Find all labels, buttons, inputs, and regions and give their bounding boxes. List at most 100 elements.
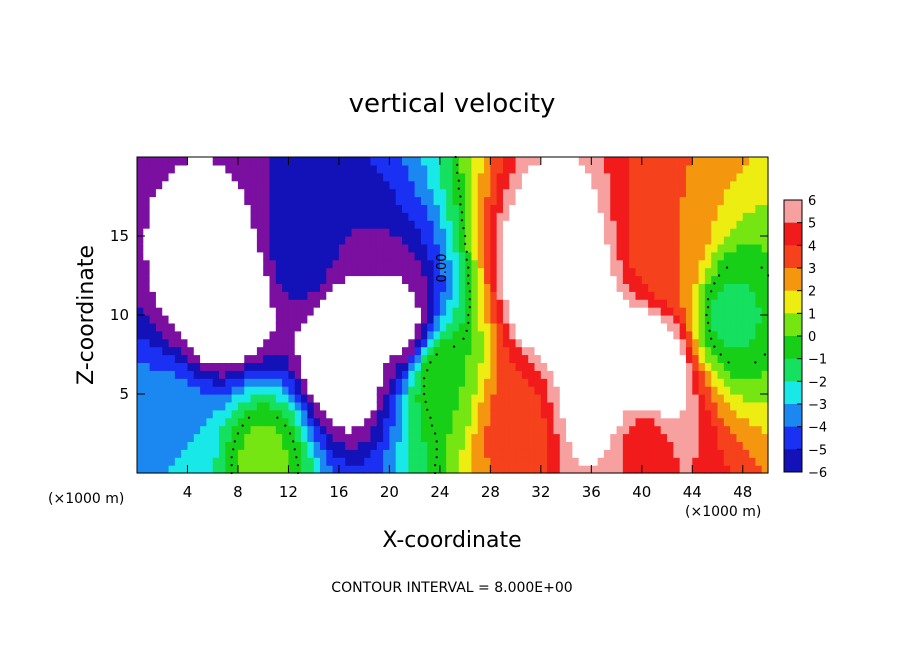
- heat-cell: [673, 457, 681, 466]
- heat-cell: [383, 164, 390, 174]
- heat-cell: [351, 338, 359, 348]
- heat-cell: [376, 425, 384, 435]
- heat-cell: [490, 307, 498, 316]
- heat-cell: [244, 378, 252, 387]
- heat-cell: [288, 243, 296, 253]
- heat-cell: [200, 291, 208, 300]
- heat-cell: [540, 457, 548, 466]
- heat-cell: [345, 449, 353, 458]
- heat-cell: [351, 315, 359, 324]
- heat-cell: [155, 299, 163, 308]
- heat-cell: [256, 417, 264, 427]
- x-tick-label: 4: [183, 483, 193, 501]
- heat-cell: [641, 354, 649, 363]
- heat-cell: [269, 401, 277, 411]
- heat-cell: [458, 283, 466, 292]
- heat-cell: [225, 433, 233, 442]
- heat-cell: [736, 307, 744, 316]
- heat-cell: [414, 370, 422, 379]
- heat-cell: [294, 228, 302, 237]
- heat-cell: [414, 157, 422, 166]
- heat-cell: [755, 433, 763, 442]
- heat-cell: [484, 212, 491, 221]
- heat-cell: [200, 386, 208, 395]
- heat-cell: [338, 346, 346, 356]
- heat-cell: [761, 188, 769, 198]
- heat-cell: [319, 180, 327, 190]
- heat-cell: [383, 299, 390, 308]
- heat-cell: [622, 251, 630, 261]
- heat-cell: [402, 220, 409, 229]
- heat-cell: [496, 236, 504, 245]
- heat-cell: [364, 346, 372, 356]
- heat-cell: [263, 315, 271, 324]
- heat-cell: [559, 283, 567, 292]
- heat-cell: [477, 354, 485, 363]
- heat-cell: [288, 433, 296, 442]
- heat-cell: [420, 259, 428, 269]
- heat-cell: [534, 236, 542, 245]
- heat-cell: [433, 259, 441, 269]
- heat-cell: [256, 465, 264, 474]
- heat-cell: [736, 378, 744, 387]
- heat-cell: [692, 457, 700, 466]
- heat-cell: [219, 330, 226, 340]
- heat-cell: [143, 386, 151, 395]
- heat-cell: [250, 243, 258, 253]
- heat-cell: [629, 449, 637, 458]
- heat-cell: [559, 251, 567, 261]
- heat-cell: [402, 338, 409, 348]
- heat-cell: [263, 267, 271, 277]
- heat-cell: [275, 267, 283, 277]
- heat-cell: [648, 212, 656, 221]
- heat-cell: [357, 172, 365, 182]
- heat-cell: [509, 236, 517, 245]
- heat-cell: [364, 236, 372, 245]
- heat-cell: [711, 315, 719, 324]
- heat-cell: [389, 354, 397, 363]
- heat-cell: [553, 157, 561, 166]
- x-tick-label: 20: [380, 483, 399, 501]
- heat-cell: [509, 196, 517, 205]
- heat-cell: [641, 291, 649, 300]
- heat-cell: [446, 291, 454, 300]
- heat-cell: [231, 164, 239, 174]
- heat-cell: [439, 228, 447, 237]
- heat-cell: [667, 322, 674, 332]
- heat-cell: [723, 204, 731, 213]
- heat-cell: [553, 164, 561, 174]
- heat-cell: [187, 172, 195, 182]
- heat-cell: [610, 251, 618, 261]
- heat-cell: [383, 259, 390, 269]
- heat-cell: [244, 362, 252, 371]
- heat-cell: [566, 228, 573, 237]
- heat-cell: [730, 259, 738, 269]
- heat-cell: [471, 378, 479, 387]
- heat-cell: [351, 172, 359, 182]
- heat-cell: [717, 220, 725, 229]
- heat-cell: [452, 370, 460, 379]
- heat-cell: [723, 433, 731, 442]
- heat-cell: [654, 338, 662, 348]
- heat-cell: [566, 291, 573, 300]
- heat-cell: [351, 449, 359, 458]
- heat-cell: [679, 204, 687, 213]
- heat-cell: [673, 401, 681, 411]
- heat-cell: [250, 386, 258, 395]
- heat-cell: [408, 394, 416, 403]
- heat-cell: [439, 417, 447, 427]
- heat-cell: [730, 291, 738, 300]
- heat-cell: [559, 449, 567, 458]
- heat-cell: [711, 164, 719, 174]
- heat-cell: [755, 457, 763, 466]
- heat-cell: [219, 251, 226, 261]
- heat-cell: [427, 196, 435, 205]
- heat-cell: [212, 322, 220, 332]
- heat-cell: [654, 220, 662, 229]
- heat-cell: [326, 172, 334, 182]
- heat-cell: [219, 164, 226, 174]
- heat-cell: [206, 465, 214, 474]
- heat-cell: [269, 346, 277, 356]
- heat-cell: [515, 425, 523, 435]
- heat-cell: [439, 354, 447, 363]
